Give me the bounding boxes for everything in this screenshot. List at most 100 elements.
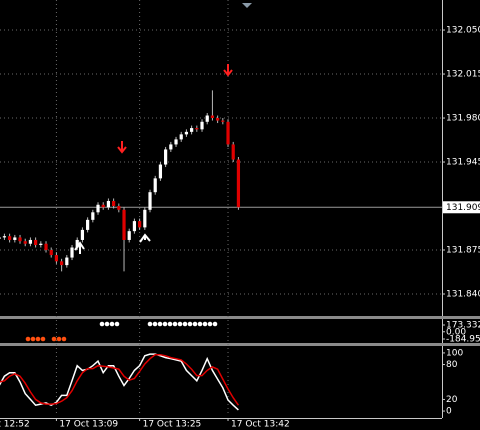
candle-body — [195, 128, 199, 130]
dot — [157, 321, 163, 327]
candle-body — [91, 212, 95, 220]
dot — [177, 321, 183, 327]
candle-body — [179, 134, 183, 140]
dot — [109, 321, 115, 327]
candle-body — [221, 120, 225, 122]
y-tick-label: 20 — [446, 395, 458, 405]
candle-body — [210, 115, 215, 119]
current-price-box — [443, 201, 480, 214]
stochastic-line — [0, 353, 240, 406]
dot — [197, 321, 203, 327]
candle-body — [184, 131, 189, 135]
stochastic-line — [0, 353, 239, 411]
sell-arrow — [223, 64, 233, 77]
dot — [40, 336, 46, 342]
y-tick-label: 0 — [446, 407, 452, 417]
candle-body — [80, 229, 85, 240]
candle-body — [158, 164, 163, 179]
buy-arrow — [74, 241, 85, 254]
dot — [162, 321, 168, 327]
candle-body — [153, 178, 157, 193]
dot — [202, 321, 208, 327]
candle-body — [96, 204, 100, 213]
candle-body — [101, 204, 105, 208]
dot — [114, 321, 120, 327]
candle-body — [28, 239, 33, 244]
dot — [30, 336, 36, 342]
candle-body — [148, 192, 152, 210]
dot — [56, 336, 62, 342]
candle-body — [231, 144, 235, 160]
y-tick-label: 131.875 — [446, 246, 480, 256]
y-tick-label: 131.980 — [446, 114, 480, 124]
candle-body — [127, 231, 131, 240]
sell-arrow — [117, 141, 127, 154]
dot — [35, 336, 41, 342]
x-tick-label: 17 Oct 13:09 — [59, 420, 118, 430]
candle-body — [49, 250, 53, 256]
candle-body — [106, 200, 111, 208]
shift-marker — [242, 3, 252, 8]
candle-body — [138, 221, 142, 228]
candle-body — [226, 121, 230, 145]
candle-body — [23, 241, 27, 244]
candle-body — [190, 128, 194, 132]
candle-body — [169, 144, 173, 150]
plots — [0, 0, 442, 416]
candle-body — [122, 209, 126, 240]
dot — [147, 321, 153, 327]
dot — [172, 321, 178, 327]
candle-body — [174, 139, 178, 145]
candle-body — [117, 206, 121, 210]
candle-body — [18, 237, 22, 242]
candle-body — [0, 237, 1, 239]
dot — [182, 321, 188, 327]
candle-body — [44, 243, 48, 251]
x-tick-label: 17 Oct 13:25 — [143, 420, 202, 430]
signal-arrows — [74, 64, 233, 254]
y-tick-label: 131.840 — [446, 290, 480, 300]
signal-dots — [25, 321, 218, 342]
candle-body — [70, 247, 74, 258]
candle-body — [2, 236, 7, 238]
candle-body — [86, 219, 90, 230]
candle-body — [205, 115, 209, 122]
candle-body — [75, 239, 79, 248]
dot — [25, 336, 31, 342]
dot — [207, 321, 213, 327]
candle-body — [65, 257, 69, 266]
dot — [187, 321, 193, 327]
y-tick-label: 132.015 — [446, 70, 480, 80]
y-tick-label: 100 — [446, 348, 463, 358]
x-tick-label: 17 Oct 12:52 — [0, 420, 30, 430]
y-tick-label: 0.00 — [446, 327, 466, 337]
y-tick-label: -184.959 — [446, 335, 480, 345]
dot — [99, 321, 105, 327]
candle-body — [112, 200, 116, 207]
candle-body — [8, 236, 12, 240]
dot — [51, 336, 57, 342]
candle-body — [39, 243, 43, 245]
y-tick-label: 132.050 — [446, 26, 480, 36]
dot — [61, 336, 67, 342]
x-tick-label: 17 Oct 13:42 — [231, 420, 290, 430]
y-tick-label: 80 — [446, 360, 458, 370]
candle-body — [236, 159, 241, 208]
panel-separator — [0, 316, 480, 319]
panel-separator — [0, 343, 480, 346]
candle-body — [132, 221, 137, 232]
y-tick-label: 131.945 — [446, 158, 480, 168]
candle-body — [34, 239, 38, 245]
candle-body — [54, 255, 59, 262]
current-price-label: 131.909 — [446, 203, 480, 213]
y-tick-label: 173.332 — [446, 321, 480, 331]
candle-body — [143, 209, 147, 228]
dot — [152, 321, 158, 327]
candle-body — [60, 261, 64, 266]
candle-body — [216, 118, 220, 121]
candle-body — [164, 149, 168, 165]
dot — [167, 321, 173, 327]
dot — [212, 321, 218, 327]
